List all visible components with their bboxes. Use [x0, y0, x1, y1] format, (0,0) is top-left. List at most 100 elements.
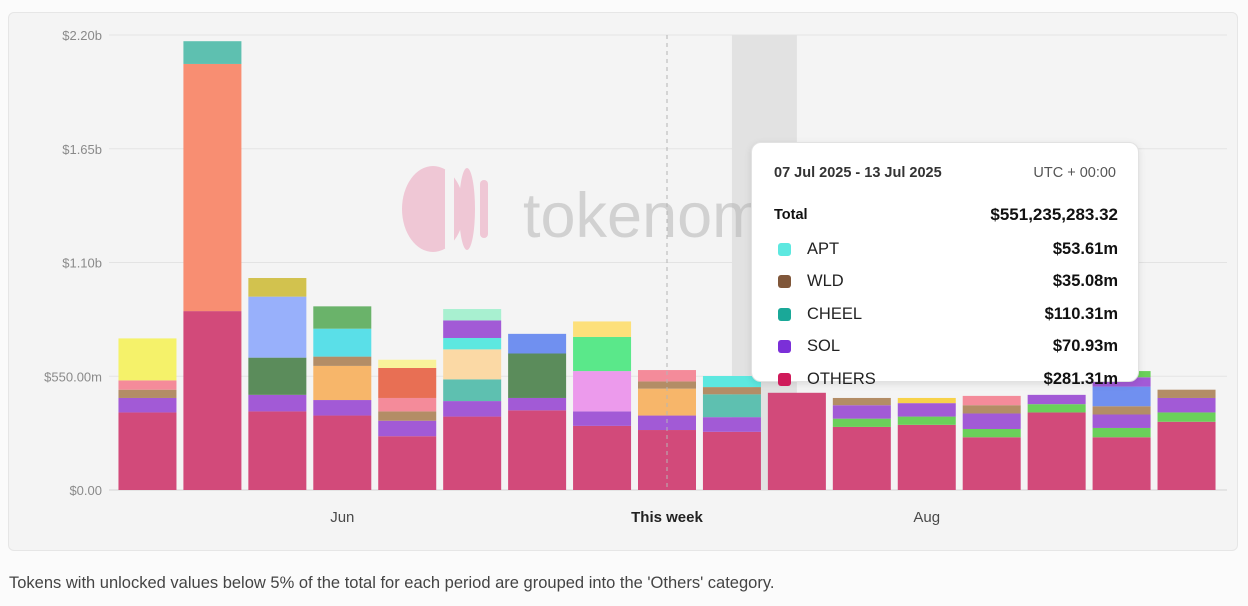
bar-segment	[573, 411, 632, 426]
bar-segment	[1092, 427, 1151, 438]
tooltip-timezone: UTC + 00:00	[1033, 165, 1116, 181]
bar-segment	[508, 333, 567, 354]
bar-segment	[183, 311, 242, 490]
bar-segment	[638, 370, 696, 382]
bar-segment	[118, 412, 177, 490]
tooltip-row-name: WLD	[807, 272, 844, 290]
bar-segment	[248, 296, 307, 358]
x-tick-label: Aug	[913, 509, 940, 526]
bar-segment	[1157, 412, 1216, 422]
bar-segment	[118, 397, 177, 413]
bar-segment	[508, 397, 567, 411]
bar-segment	[248, 394, 307, 412]
x-tick-label: This week	[631, 509, 703, 526]
tooltip-row-sol: SOL $70.93m	[774, 336, 1118, 358]
bar-segment	[962, 428, 1021, 438]
bar-segment	[118, 338, 177, 381]
bar-segment	[1157, 389, 1216, 398]
tooltip-row-name: CHEEL	[807, 305, 863, 323]
tooltip-row-cheel: CHEEL $110.31m	[774, 304, 1118, 326]
bar-segment	[313, 328, 372, 357]
bar-segment	[573, 425, 632, 490]
bar-segment	[248, 411, 307, 490]
bar-segment	[702, 387, 761, 395]
bar-segment	[1092, 437, 1151, 490]
tooltip-total-value: $551,235,283.32	[990, 205, 1118, 224]
tooltip-row-value: $110.31m	[1044, 305, 1118, 323]
bar-segment	[573, 371, 632, 412]
apt-swatch	[778, 243, 791, 256]
bar-segment	[378, 359, 437, 368]
bar-segment	[378, 436, 437, 490]
bar-segment	[378, 397, 437, 412]
bar-segment	[378, 420, 437, 437]
bar-segment	[443, 309, 502, 321]
bar-segment	[313, 415, 372, 490]
bar-segment	[1157, 421, 1216, 490]
bar-segment	[832, 397, 891, 406]
tooltip-row-name: SOL	[807, 337, 841, 355]
cheel-swatch	[778, 308, 791, 321]
bar-segment	[832, 405, 891, 419]
bar-segment	[1027, 404, 1086, 413]
bar-segment	[313, 365, 372, 401]
footnote: Tokens with unlocked values below 5% of …	[9, 574, 775, 592]
tooltip-row-name: APT	[807, 240, 840, 258]
y-tick-label: $550.00m	[44, 369, 102, 384]
bar-segment	[1027, 412, 1086, 490]
x-tick-label: Jun	[330, 509, 354, 526]
bar-segment	[118, 380, 177, 390]
bar-segment	[378, 411, 437, 421]
sol-swatch	[778, 340, 791, 353]
tooltip-row-value: $35.08m	[1052, 272, 1118, 290]
bar-segment	[573, 321, 632, 337]
bar-segment	[897, 397, 956, 404]
bar-segment	[1092, 386, 1151, 407]
bar-segment	[443, 349, 502, 380]
bar-segment	[962, 395, 1021, 406]
bar-segment	[313, 306, 372, 329]
others-swatch	[778, 373, 791, 386]
bar-segment	[573, 336, 632, 372]
bar-segment	[443, 337, 502, 350]
y-tick-label: $1.65b	[62, 142, 102, 157]
bar-segment	[767, 392, 826, 490]
tooltip-date-range: 07 Jul 2025 - 13 Jul 2025	[774, 165, 942, 181]
bar-segment	[118, 389, 177, 398]
bar-segment	[1027, 394, 1086, 405]
tooltip-row-others: OTHERS $281.31m	[774, 369, 1118, 391]
tooltip-row-value: $70.93m	[1052, 337, 1118, 355]
bar-segment	[702, 394, 761, 418]
y-tick-label: $1.10b	[62, 256, 102, 271]
bar-segment	[1157, 397, 1216, 413]
bar-segment	[962, 413, 1021, 429]
bar-segment	[638, 381, 696, 389]
wld-swatch	[778, 275, 791, 288]
bar-segment	[508, 353, 567, 398]
bar-segment	[702, 375, 761, 388]
bars	[118, 41, 1216, 490]
bar-segment	[832, 426, 891, 490]
bar-segment	[897, 416, 956, 425]
tooltip-total-label: Total	[774, 207, 808, 223]
bar-segment	[443, 320, 502, 338]
bar-segment	[248, 278, 307, 297]
chart-card: tokenomist $0.00 $550.00m $1.10b $1.65b $2.2…	[8, 12, 1238, 551]
tooltip-row-value: $53.61m	[1052, 240, 1118, 258]
bar-segment	[702, 417, 761, 432]
y-tick-label: $0.00	[69, 483, 102, 498]
y-axis: $0.00 $550.00m $1.10b $1.65b $2.20b	[44, 28, 102, 498]
tooltip-row-value: $281.31m	[1043, 370, 1118, 388]
y-tick-label: $2.20b	[62, 28, 102, 43]
bar-segment	[897, 424, 956, 490]
bar-segment	[443, 401, 502, 417]
bar-segment	[1092, 406, 1151, 415]
bar-segment	[702, 431, 761, 490]
tooltip: 07 Jul 2025 - 13 Jul 2025 UTC + 00:00 To…	[751, 142, 1139, 388]
bar-segment	[443, 379, 502, 402]
bar-segment	[1092, 414, 1151, 428]
bar-segment	[183, 63, 242, 312]
bar-segment	[313, 400, 372, 416]
bar-segment	[313, 356, 372, 366]
bar-segment	[832, 418, 891, 427]
